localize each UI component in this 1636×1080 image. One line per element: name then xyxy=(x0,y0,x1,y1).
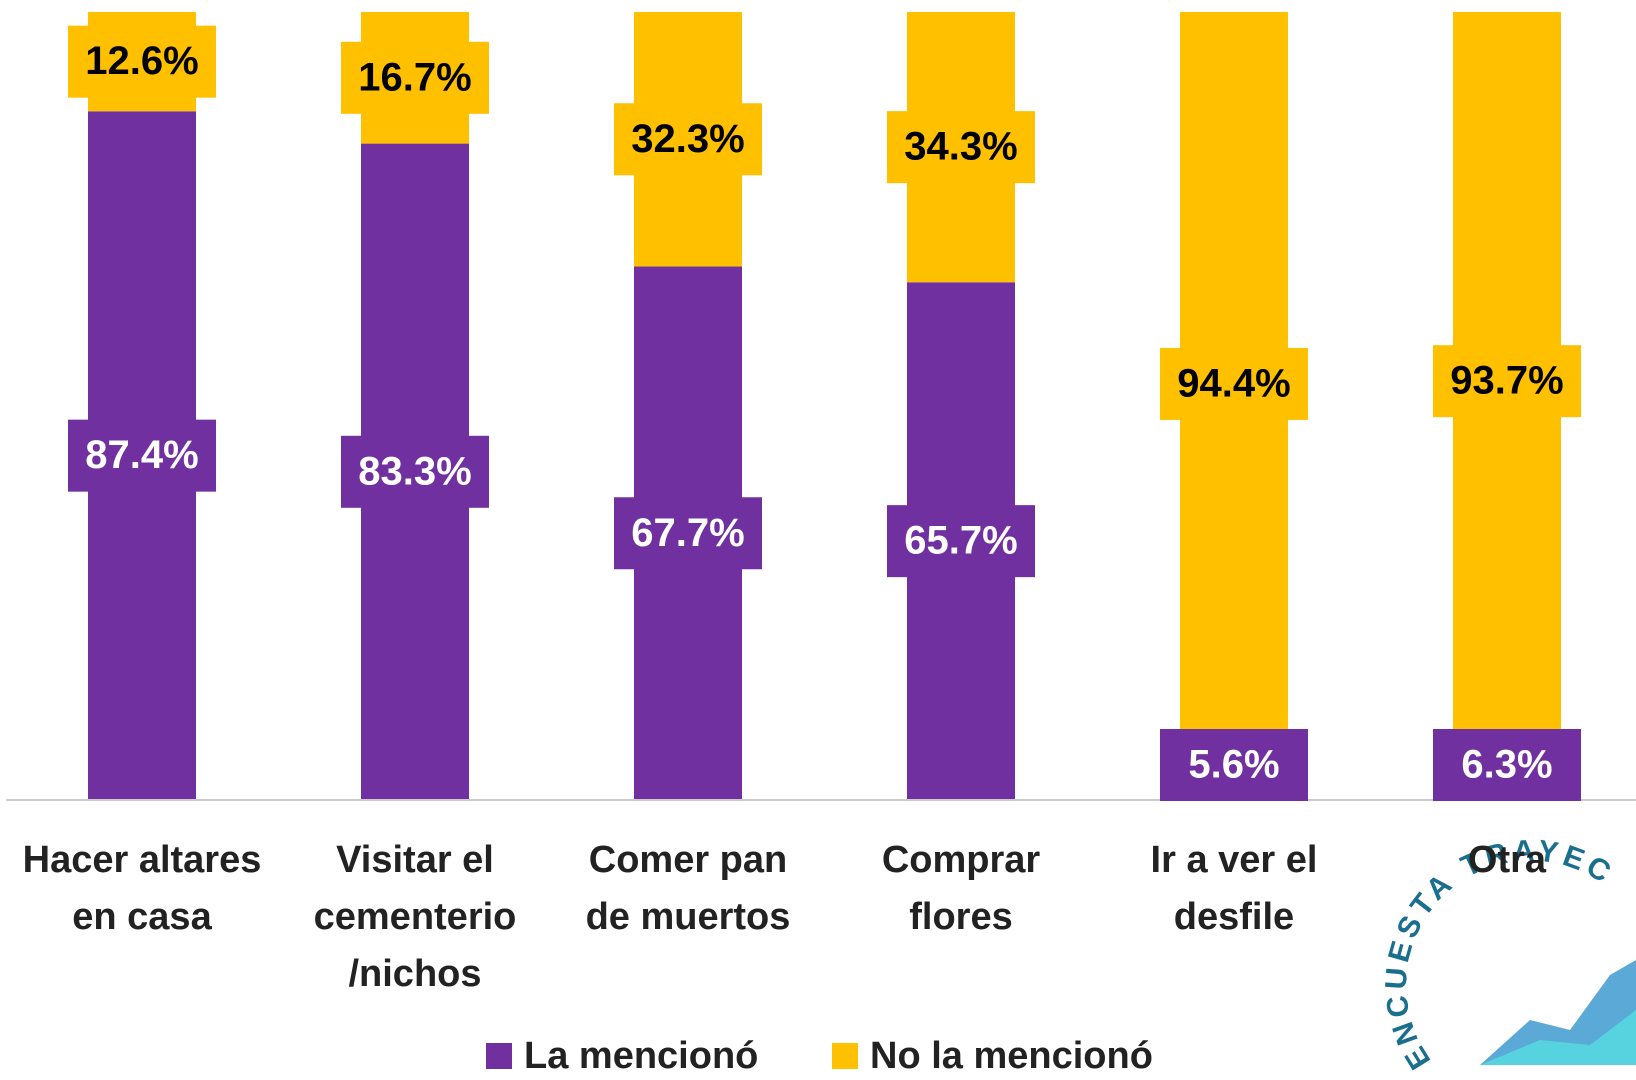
data-label: 65.7% xyxy=(904,519,1017,563)
legend-label: La mencionó xyxy=(524,1035,758,1077)
data-label: 93.7% xyxy=(1450,359,1563,403)
page: {"chart_data": {"type": "stacked_bar", "… xyxy=(0,0,1636,1080)
data-label: 5.6% xyxy=(1188,743,1279,787)
data-label: 34.3% xyxy=(904,125,1017,169)
data-label: 12.6% xyxy=(85,39,198,83)
data-label: 94.4% xyxy=(1177,361,1290,405)
legend-swatch xyxy=(832,1043,858,1069)
x-tick-label: Otra xyxy=(1468,839,1547,881)
data-label: 6.3% xyxy=(1461,743,1552,787)
chart: ENCUESTA TRAYEC Hacer altaresen casaVisi… xyxy=(0,0,1636,1080)
data-label: 32.3% xyxy=(631,117,744,161)
data-label: 83.3% xyxy=(358,449,471,493)
legend-swatch xyxy=(486,1043,512,1069)
legend-label: No la mencionó xyxy=(870,1035,1153,1077)
data-label: 87.4% xyxy=(85,433,198,477)
data-label: 16.7% xyxy=(358,55,471,99)
data-label: 67.7% xyxy=(631,511,744,555)
